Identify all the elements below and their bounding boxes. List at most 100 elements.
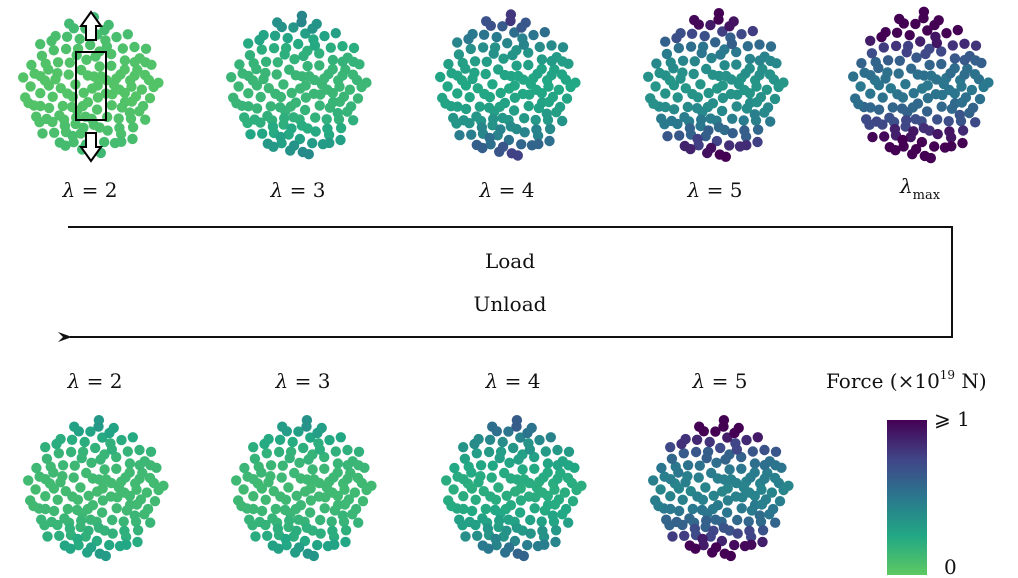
particle — [511, 60, 522, 71]
particle — [36, 50, 48, 61]
particle — [690, 543, 701, 554]
particle — [120, 531, 132, 543]
particle — [536, 54, 548, 65]
particle — [305, 495, 317, 506]
particle — [716, 105, 728, 117]
particle — [915, 36, 926, 47]
particle — [46, 35, 57, 47]
particle — [548, 516, 560, 527]
particle — [752, 136, 763, 148]
particle — [922, 93, 934, 104]
particle — [736, 503, 747, 514]
particle — [243, 38, 254, 49]
particle — [693, 19, 704, 30]
particle — [81, 467, 92, 479]
particle — [275, 91, 287, 103]
particle — [243, 101, 254, 112]
particle-panel-load-3 — [226, 10, 372, 160]
particle — [682, 460, 694, 471]
particle — [503, 134, 515, 146]
particle — [317, 139, 329, 150]
particle — [699, 30, 710, 42]
particle — [678, 448, 689, 459]
particle-panel-unload-3 — [231, 415, 377, 562]
particle — [65, 446, 77, 458]
particle — [757, 536, 768, 548]
particle — [469, 438, 480, 450]
particle — [557, 509, 568, 520]
particle — [648, 475, 659, 486]
particle — [303, 149, 314, 160]
particle — [285, 145, 296, 156]
particle — [873, 80, 885, 91]
stretch-annotation — [75, 10, 107, 163]
particle — [904, 30, 915, 41]
particle — [294, 457, 305, 468]
particle — [107, 514, 118, 526]
particle — [448, 484, 459, 495]
particle — [727, 113, 738, 125]
particle — [111, 503, 122, 514]
particle — [332, 490, 343, 502]
particle — [731, 101, 742, 112]
particle — [296, 17, 307, 28]
particle — [265, 101, 276, 112]
particle — [685, 486, 696, 497]
particle — [132, 536, 143, 548]
particle — [314, 48, 325, 59]
particle — [970, 40, 982, 51]
particle-panel-load-4 — [435, 9, 581, 161]
particle — [74, 33, 85, 45]
particle — [929, 19, 940, 31]
particle — [288, 22, 299, 33]
particle — [696, 47, 707, 59]
particle — [731, 46, 742, 58]
particle — [334, 96, 346, 108]
particle — [304, 507, 316, 518]
particle — [673, 467, 684, 478]
particle — [144, 93, 156, 104]
particle — [310, 126, 321, 137]
particle — [149, 496, 161, 507]
particle — [563, 446, 575, 457]
particle — [244, 50, 256, 61]
particle — [770, 446, 782, 457]
label-load-lambda-4: λ = 4 — [479, 178, 535, 202]
up-arrow-icon — [79, 10, 103, 41]
particle — [97, 495, 109, 506]
particle — [116, 434, 127, 446]
particle — [671, 32, 682, 44]
particle — [327, 87, 338, 99]
unloading-row-labels: λ = 2 λ = 3 λ = 4 λ = 5 — [67, 369, 748, 393]
particle — [480, 68, 491, 80]
particle — [498, 53, 509, 64]
particle — [145, 517, 156, 528]
particle-panel-unload-2 — [23, 415, 169, 562]
label-unload-lambda-3: λ = 3 — [275, 369, 331, 393]
particle — [120, 472, 131, 483]
particle — [563, 517, 574, 528]
particle — [756, 499, 768, 510]
particle — [750, 115, 762, 126]
particle — [707, 547, 718, 558]
particle — [648, 98, 659, 110]
particle — [470, 494, 481, 505]
particle — [111, 463, 122, 474]
particle — [96, 507, 108, 518]
particle — [319, 463, 330, 474]
particle — [342, 473, 353, 484]
particle — [278, 119, 289, 130]
particle — [700, 521, 711, 533]
particle — [301, 421, 312, 432]
particle — [99, 525, 110, 536]
particle — [514, 507, 526, 518]
particle — [502, 38, 513, 49]
particle — [898, 141, 909, 152]
particle — [73, 426, 85, 437]
particle — [104, 539, 115, 551]
unloading-row-panels — [23, 415, 794, 562]
particle — [710, 37, 721, 48]
particle — [941, 28, 952, 39]
particle — [251, 103, 263, 114]
particle — [749, 458, 761, 469]
